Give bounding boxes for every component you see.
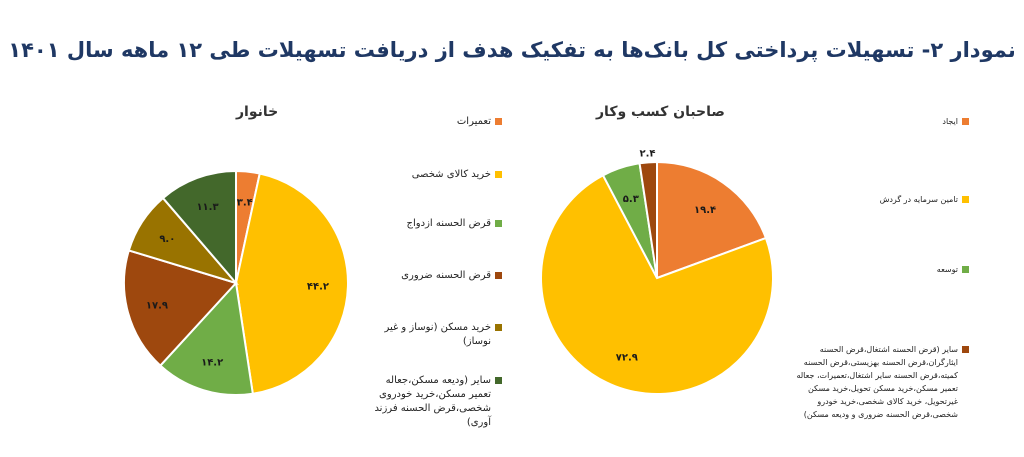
slice-value-label: ۱۷.۹ xyxy=(146,301,168,312)
slice-value-label: ۱۱.۳ xyxy=(196,202,218,213)
legend-label: خرید کالای شخصی xyxy=(411,169,491,180)
legend-item: ایجاد xyxy=(793,115,969,128)
chart-title-household: خانوار xyxy=(236,104,279,120)
legend-item: توسعه xyxy=(793,263,969,276)
slice-value-label: ۱۴.۲ xyxy=(201,357,223,368)
slice-value-label: ۲.۴ xyxy=(640,148,656,159)
legend-label: قرض الحسنه ازدواج xyxy=(406,218,491,229)
legend-item: سایر (ودیعه مسکن،جعاله تعمیر مسکن،خرید خ… xyxy=(366,374,502,430)
slice-value-label: ۵.۳ xyxy=(623,194,639,205)
legend-swatch xyxy=(495,171,502,178)
page-title: نمودار ۲- تسهیلات پرداختی کل بانک‌ها به … xyxy=(8,38,1016,62)
legend-label: ایجاد xyxy=(942,117,958,126)
legend-item: قرض الحسنه ضروری xyxy=(366,269,502,283)
pie-chart-household: ۳.۴ ۴۴.۲ ۱۴.۲ ۱۷.۹ ۹.۰ ۱۱.۳ xyxy=(123,169,349,396)
pie-slice xyxy=(656,160,768,280)
legend-label: تعمیرات xyxy=(456,116,491,127)
legend-swatch xyxy=(495,272,502,279)
slice-value-label: ۴۴.۲ xyxy=(307,282,329,293)
legend-item: خرید کالای شخصی xyxy=(366,168,502,182)
legend-swatch xyxy=(962,266,969,273)
legend-label: قرض الحسنه ضروری xyxy=(401,270,491,281)
legend-item: تعمیرات xyxy=(366,115,502,129)
legend-swatch xyxy=(495,324,502,331)
chart-title-business: صاحبان کسب وکار xyxy=(596,104,725,120)
legend-label: سایر (قرض الحسنه اشتغال،قرض الحسنه ایثار… xyxy=(796,345,958,419)
legend-label: خرید مسکن (نوساز و غیر نوساز) xyxy=(384,322,491,347)
legend-item: سایر (قرض الحسنه اشتغال،قرض الحسنه ایثار… xyxy=(793,343,969,421)
pie-slice xyxy=(158,280,254,396)
slice-value-label: ۱۹.۴ xyxy=(694,205,716,216)
pie-chart-business: ۱۹.۴ ۷۲.۹ ۵.۳ ۲.۴ xyxy=(540,148,774,395)
pie-slice xyxy=(123,249,238,368)
legend-item: خرید مسکن (نوساز و غیر نوساز) xyxy=(366,321,502,349)
legend-swatch xyxy=(962,346,969,353)
legend-swatch xyxy=(962,118,969,125)
legend-swatch xyxy=(495,118,502,125)
pie-slice xyxy=(638,160,658,279)
legend-swatch xyxy=(495,220,502,227)
legend-label: تامین سرمایه در گردش xyxy=(879,195,958,204)
slice-value-label: ۹.۰ xyxy=(159,234,175,245)
pie-slice xyxy=(540,173,774,395)
legend-swatch xyxy=(495,377,502,384)
legend-label: سایر (ودیعه مسکن،جعاله تعمیر مسکن،خرید خ… xyxy=(374,375,491,428)
legend-item: قرض الحسنه ازدواج xyxy=(366,217,502,231)
slice-value-label: ۳.۴ xyxy=(237,197,253,208)
slice-value-label: ۷۲.۹ xyxy=(616,352,638,363)
legend-label: توسعه xyxy=(936,265,958,274)
legend-item: تامین سرمایه در گردش xyxy=(793,193,969,206)
pie-slice xyxy=(234,172,349,395)
legend-swatch xyxy=(962,196,969,203)
pie-slice xyxy=(161,169,238,286)
